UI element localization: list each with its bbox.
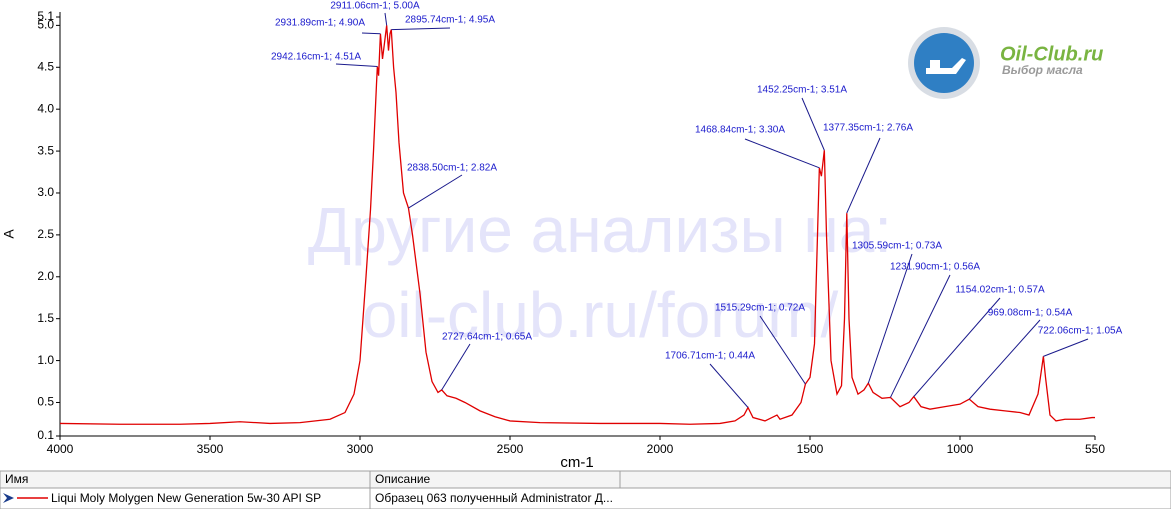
annotation-leader — [335, 63, 378, 67]
annotation-label: 2838.50cm-1; 2.82A — [407, 163, 497, 174]
x-tick-label: 1000 — [947, 442, 974, 456]
logo-name: Oil-Club.ru — [1000, 43, 1103, 65]
y-tick-label: 1.5 — [37, 311, 54, 325]
annotation-label: 722.06cm-1; 1.05A — [1038, 326, 1123, 337]
annotation-leader — [801, 97, 825, 151]
column-header: Имя — [5, 472, 28, 486]
annotation-leader — [867, 253, 913, 384]
y-tick-label: 5.0 — [37, 18, 54, 32]
annotation-label: 2911.06cm-1; 5.00A — [330, 1, 420, 12]
logo-disc — [914, 33, 974, 93]
annotation-leader — [391, 27, 451, 31]
annotation-leader — [759, 315, 806, 385]
legend-table: Имя Описание Образец 063 полученный Admi… — [0, 470, 1171, 510]
table-header — [0, 470, 1171, 489]
annotation-label: 1515.29cm-1; 0.72A — [715, 303, 805, 314]
annotation-leader — [968, 319, 1041, 400]
y-tick-label: 5.1 — [37, 9, 54, 23]
annotation-leader — [1043, 338, 1089, 357]
x-axis-label: cm-1 — [560, 454, 593, 471]
annotation-leader — [846, 137, 881, 214]
spectrum-line — [59, 25, 1095, 425]
y-tick-label: 0.1 — [37, 428, 54, 442]
annotation-leader — [744, 138, 820, 169]
watermark: oil-club.ru/forum/ — [362, 279, 839, 351]
y-tick-label: 3.0 — [37, 185, 54, 199]
y-tick-label: 0.5 — [37, 395, 54, 409]
annotation-leader — [361, 32, 381, 35]
y-tick-label: 4.5 — [37, 59, 54, 73]
watermark: Другие анализы на: — [308, 194, 892, 266]
y-tick-label: 1.0 — [37, 353, 54, 367]
annotation-label: 2727.64cm-1; 0.65A — [442, 332, 532, 343]
x-tick-label: 4000 — [47, 442, 74, 456]
column-header: Описание — [375, 472, 431, 486]
logo-icon — [926, 58, 966, 74]
annotation-leader — [384, 12, 388, 26]
x-tick-label: 3500 — [197, 442, 224, 456]
x-tick-label: 2000 — [647, 442, 674, 456]
annotation-label: 1452.25cm-1; 3.51A — [757, 85, 847, 96]
annotation-leader — [408, 174, 463, 209]
annotation-leader — [913, 297, 1001, 397]
x-tick-label: 550 — [1085, 442, 1105, 456]
logo-tagline: Выбор масла — [1002, 63, 1083, 77]
annotation-label: 1305.59cm-1; 0.73A — [852, 241, 942, 252]
description-cell: Образец 063 полученный Administrator Д..… — [375, 491, 613, 505]
logo: Oil-Club.ru Выбор масла — [908, 27, 1103, 99]
annotation-leader — [441, 343, 471, 391]
x-tick-label: 3000 — [347, 442, 374, 456]
annotation-label: 2895.74cm-1; 4.95A — [405, 15, 495, 26]
x-tick-label: 2500 — [497, 442, 524, 456]
annotation-leader — [889, 274, 951, 398]
y-tick-label: 3.5 — [37, 143, 54, 157]
annotation-label: 1468.84cm-1; 3.30A — [695, 125, 785, 136]
annotation-leader — [709, 363, 749, 408]
row-arrow — [3, 493, 14, 503]
y-tick-label: 2.0 — [37, 269, 54, 283]
annotation-label: 2942.16cm-1; 4.51A — [271, 52, 361, 63]
y-tick-label: 4.0 — [37, 101, 54, 115]
y-tick-label: 2.5 — [37, 227, 54, 241]
annotation-label: 1377.35cm-1; 2.76A — [823, 123, 913, 134]
annotation-label: 969.08cm-1; 0.54A — [988, 308, 1073, 319]
x-tick-label: 1500 — [797, 442, 824, 456]
legend-label: Liqui Moly Molygen New Generation 5w-30 … — [51, 491, 321, 505]
annotation-label: 2931.89cm-1; 4.90A — [275, 18, 365, 29]
annotation-label: 1706.71cm-1; 0.44A — [665, 351, 755, 362]
annotation-label: 1154.02cm-1; 0.57A — [955, 285, 1045, 296]
y-axis-label: A — [1, 229, 17, 239]
annotation-label: 1231.90cm-1; 0.56A — [890, 262, 980, 273]
